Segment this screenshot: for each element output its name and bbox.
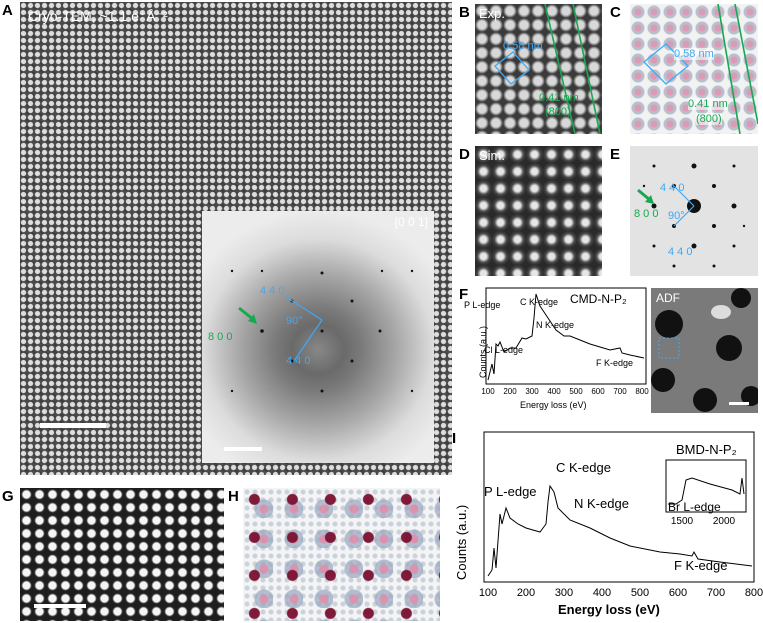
panel-f-edge-c: C K-edge bbox=[520, 297, 559, 307]
panel-a-title: Cryo-TEM, ~1.1 e⁻Å⁻² bbox=[28, 8, 168, 24]
panel-f-edge-cl: Cl L-edge bbox=[484, 345, 524, 355]
svg-text:200: 200 bbox=[503, 387, 517, 396]
panel-i-ylabel: Counts (a.u.) bbox=[454, 504, 469, 580]
svg-text:1500: 1500 bbox=[671, 516, 694, 527]
panel-e-spot-a: 4 4 0 bbox=[660, 182, 685, 194]
panel-b-d1: 0.58 nm bbox=[503, 40, 543, 52]
panel-label-f: F bbox=[459, 286, 469, 303]
panel-b-d2: 0.41 nm bbox=[539, 92, 579, 104]
panel-f-compound: CMD-N-P₂ bbox=[570, 292, 627, 306]
svg-text:300: 300 bbox=[555, 587, 573, 599]
panel-i-compound: BMD-N-P₂ bbox=[676, 442, 737, 457]
panel-g-tem-image bbox=[20, 488, 224, 621]
panel-c-annotations bbox=[643, 4, 758, 134]
zone-axis-label: [0 0 1] bbox=[394, 215, 428, 229]
panel-f-xlabel: Energy loss (eV) bbox=[520, 400, 587, 410]
panel-e-angle: 90° bbox=[668, 210, 685, 222]
panel-f-edge-n: N K-edge bbox=[536, 320, 575, 330]
panel-f-ylabel: Counts (a.u.) bbox=[478, 325, 488, 378]
svg-text:200: 200 bbox=[517, 587, 535, 599]
svg-text:2000: 2000 bbox=[713, 516, 736, 527]
svg-text:300: 300 bbox=[525, 387, 539, 396]
panel-c-d1: 0.58 nm bbox=[674, 48, 714, 60]
panel-i-edge-c: C K-edge bbox=[556, 460, 611, 475]
adf-label: ADF bbox=[656, 291, 680, 305]
panel-e-spot-b: 4 4 0 bbox=[668, 246, 693, 258]
panel-label-i: I bbox=[452, 430, 457, 447]
panel-i-xlabel: Energy loss (eV) bbox=[558, 602, 660, 617]
panel-i-edge-f: F K-edge bbox=[674, 558, 728, 573]
fft-spot-800: 8 0 0 bbox=[208, 331, 233, 343]
panel-label-c: C bbox=[610, 4, 621, 21]
panel-c-d2: 0.41 nm bbox=[688, 98, 728, 110]
panel-d-title: Sim. bbox=[479, 148, 505, 163]
panel-i-inset-edge: Br L-edge bbox=[668, 500, 721, 514]
adf-holes bbox=[651, 288, 758, 412]
svg-text:400: 400 bbox=[593, 587, 611, 599]
panel-h-structure-model bbox=[243, 488, 440, 621]
svg-text:100: 100 bbox=[481, 387, 495, 396]
svg-text:700: 700 bbox=[613, 387, 627, 396]
panel-i-edge-p: P L-edge bbox=[484, 484, 537, 499]
panel-b-hkl: (800) bbox=[545, 106, 571, 118]
panel-e-diffraction-sim: 4 4 0 90° 4 4 0 8 0 0 bbox=[630, 146, 758, 276]
panel-d-sim-image: Sim. bbox=[475, 146, 602, 276]
panel-f-adf-image: ADF bbox=[651, 288, 758, 413]
panel-b-annotations bbox=[494, 4, 601, 134]
svg-text:800: 800 bbox=[635, 387, 649, 396]
panel-c-hkl: (800) bbox=[696, 113, 722, 125]
panel-label-b: B bbox=[459, 4, 470, 21]
scale-bar bbox=[40, 423, 106, 428]
svg-text:400: 400 bbox=[547, 387, 561, 396]
panel-label-d: D bbox=[459, 146, 470, 163]
panel-label-a: A bbox=[2, 2, 13, 19]
panel-c-structure-model: 0.58 nm 0.41 nm (800) bbox=[630, 4, 758, 134]
panel-a-fft-inset: [0 0 1] 4 4 0 90° 4 4 0 8 0 0 bbox=[202, 211, 434, 463]
svg-text:100: 100 bbox=[479, 587, 497, 599]
svg-text:500: 500 bbox=[569, 387, 583, 396]
panel-label-g: G bbox=[2, 488, 14, 505]
fft-angle: 90° bbox=[286, 315, 303, 327]
fft-spot-b: 4 4 0 bbox=[286, 355, 311, 367]
panel-b-exp-image: Exp. 0.58 nm 0.41 nm (800) bbox=[475, 4, 602, 134]
panel-label-h: H bbox=[228, 488, 239, 505]
svg-text:600: 600 bbox=[669, 587, 687, 599]
panel-label-e: E bbox=[610, 146, 621, 163]
fft-spot-a: 4 4 0 bbox=[260, 285, 285, 297]
svg-text:700: 700 bbox=[707, 587, 725, 599]
panel-e-spots bbox=[637, 163, 746, 268]
fft-annotations bbox=[224, 269, 414, 451]
svg-text:600: 600 bbox=[591, 387, 605, 396]
panel-f-spectrum: 100 200 300 400 500 600 700 800 bbox=[481, 287, 649, 396]
panel-i-spectrum: 100 200 300 400 500 600 700 800 1500 2000 bbox=[479, 431, 763, 599]
scale-bar-g bbox=[34, 604, 86, 608]
panel-f-edge-p: P L-edge bbox=[464, 300, 501, 310]
panel-i-edge-n: N K-edge bbox=[574, 496, 629, 511]
svg-text:800: 800 bbox=[745, 587, 763, 599]
svg-text:500: 500 bbox=[631, 587, 649, 599]
panel-e-spot-800: 8 0 0 bbox=[634, 208, 659, 220]
panel-b-title: Exp. bbox=[479, 6, 506, 21]
panel-f-edge-f: F K-edge bbox=[596, 358, 634, 368]
